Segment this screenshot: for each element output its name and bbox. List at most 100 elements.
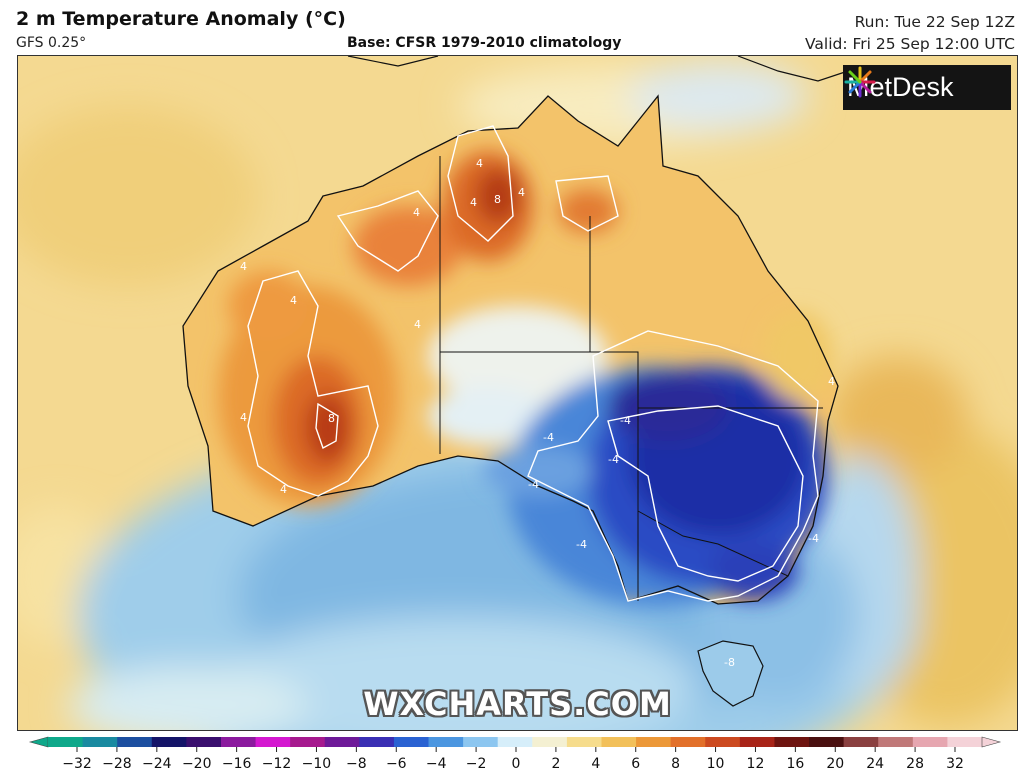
contour-plus4-west bbox=[247, 270, 379, 497]
legend-tick-label: −10 bbox=[302, 756, 332, 772]
watermark-text: WXCHARTS.COM bbox=[363, 685, 672, 723]
tasmania-land bbox=[697, 640, 764, 707]
contour-minus8-southeast bbox=[607, 405, 804, 582]
contour-label: 4 bbox=[240, 260, 247, 273]
contour-label: 4 bbox=[240, 411, 247, 424]
legend-color-band bbox=[947, 737, 983, 747]
map-title: 2 m Temperature Anomaly (°C) bbox=[16, 8, 346, 30]
contour-label: 4 bbox=[476, 157, 483, 170]
legend-color-band bbox=[843, 737, 879, 747]
legend-tick-label: 8 bbox=[671, 756, 680, 772]
legend-color-band bbox=[255, 737, 291, 747]
legend-tick-label: −28 bbox=[102, 756, 132, 772]
contour-label: 4 bbox=[280, 483, 287, 496]
color-scale-legend: −32 −28 −24 −20 −16 −12 −10 −8 −6 −4 −2 0 2 4 6 8 10 12 16… bbox=[28, 736, 1002, 772]
legend-tick-label: −2 bbox=[466, 756, 487, 772]
legend-tick-label: 6 bbox=[631, 756, 640, 772]
contour-label: -4 bbox=[620, 414, 631, 427]
legend-ticks: −32 −28 −24 −20 −16 −12 −10 −8 −6 −4 −2 0 2 4 6 8 10 12 16… bbox=[62, 747, 964, 772]
model-label: GFS 0.25° bbox=[16, 35, 87, 51]
contour-label: -4 bbox=[808, 532, 819, 545]
legend-color-band bbox=[566, 737, 603, 747]
contour-label: -8 bbox=[724, 656, 735, 669]
contour-label: -4 bbox=[576, 538, 587, 551]
legend-tick-label: 32 bbox=[946, 756, 964, 772]
legend-color-band bbox=[912, 737, 949, 747]
legend-tick-label: −8 bbox=[346, 756, 367, 772]
new-guinea-coast bbox=[347, 56, 439, 67]
metdesk-logo: MetDesk bbox=[843, 65, 1011, 110]
legend-color-band bbox=[324, 737, 360, 747]
contour-label: 4 bbox=[518, 186, 525, 199]
contour-label: 8 bbox=[494, 193, 501, 206]
legend-tick-label: 16 bbox=[786, 756, 804, 772]
legend-color-band bbox=[359, 737, 395, 747]
legend-tick-label: 0 bbox=[512, 756, 521, 772]
contour-label: 8 bbox=[328, 412, 335, 425]
contour-minus4-southeast bbox=[527, 330, 819, 602]
legend-tick-label: −32 bbox=[62, 756, 92, 772]
run-time-label: Run: Tue 22 Sep 12Z bbox=[854, 13, 1015, 31]
legend-color-band bbox=[809, 737, 845, 747]
legend-tick-label: 4 bbox=[591, 756, 600, 772]
legend-color-bar bbox=[28, 736, 1002, 748]
legend-color-band bbox=[878, 737, 914, 747]
legend-tick-label: −24 bbox=[142, 756, 172, 772]
legend-tick-label: 28 bbox=[906, 756, 924, 772]
legend-color-band bbox=[48, 737, 84, 747]
legend-tick-label: 20 bbox=[826, 756, 844, 772]
legend-max-arrow bbox=[981, 736, 1002, 748]
legend-color-band bbox=[117, 737, 153, 747]
contour-label: 4 bbox=[413, 206, 420, 219]
contour-label: 4 bbox=[290, 294, 297, 307]
legend-tick-label: 2 bbox=[551, 756, 560, 772]
valid-time-label: Valid: Fri 25 Sep 12:00 UTC bbox=[804, 35, 1015, 53]
contour-labels: 4 4 4 4 4 4 4 4 4 4 8 8 -4 -4 -4 -4 -4 -… bbox=[240, 157, 835, 669]
legend-color-band bbox=[186, 737, 222, 747]
contour-label: -4 bbox=[608, 453, 619, 466]
contour-label: 4 bbox=[414, 318, 421, 331]
legend-color-band bbox=[151, 737, 187, 747]
legend-color-band bbox=[532, 737, 568, 747]
legend-tick-label: −12 bbox=[262, 756, 292, 772]
australia-land-field bbox=[183, 96, 838, 606]
legend-tick-label: −20 bbox=[182, 756, 212, 772]
legend-color-band bbox=[739, 737, 776, 747]
starburst-logo-icon bbox=[844, 66, 876, 98]
contour-plus8-west bbox=[315, 402, 339, 450]
legend-color-band bbox=[220, 737, 257, 747]
legend-color-band bbox=[82, 737, 118, 747]
contour-label: -4 bbox=[528, 478, 539, 491]
qld-sa-border bbox=[590, 351, 639, 601]
legend-color-band bbox=[670, 737, 706, 747]
base-climatology-label: Base: CFSR 1979-2010 climatology bbox=[347, 35, 622, 51]
legend-color-band bbox=[393, 737, 430, 747]
legend-color-band bbox=[636, 737, 672, 747]
australia-coastline bbox=[182, 94, 839, 605]
legend-color-band bbox=[705, 737, 741, 747]
legend-color-band bbox=[601, 737, 637, 747]
legend-tick-label: −16 bbox=[222, 756, 252, 772]
legend-color-band bbox=[774, 737, 810, 747]
anomaly-map-svg: 4 4 4 4 4 4 4 4 4 4 8 8 -4 -4 -4 -4 -4 -… bbox=[18, 56, 1017, 730]
contour-label: 4 bbox=[828, 375, 835, 388]
legend-min-arrow bbox=[28, 736, 49, 748]
contour-plus4-gulf bbox=[555, 175, 619, 232]
anomaly-contours bbox=[247, 125, 819, 602]
contour-plus4-nt bbox=[447, 125, 514, 242]
contour-label: 4 bbox=[470, 196, 477, 209]
legend-color-band bbox=[428, 737, 464, 747]
legend-color-band bbox=[290, 737, 326, 747]
legend-color-band bbox=[463, 737, 499, 747]
legend-tick-label: 12 bbox=[747, 756, 765, 772]
legend-color-band bbox=[497, 737, 533, 747]
contour-label: -4 bbox=[543, 431, 554, 444]
nsw-vic-border bbox=[637, 510, 789, 577]
contour-plus4-kimberley bbox=[336, 190, 439, 272]
state-borders bbox=[439, 156, 823, 601]
legend-tick-label: −6 bbox=[386, 756, 407, 772]
legend-tick-label: −4 bbox=[426, 756, 447, 772]
png-coast bbox=[737, 56, 849, 82]
legend-tick-label: 24 bbox=[866, 756, 884, 772]
anomaly-map: 4 4 4 4 4 4 4 4 4 4 8 8 -4 -4 -4 -4 -4 -… bbox=[17, 55, 1018, 731]
